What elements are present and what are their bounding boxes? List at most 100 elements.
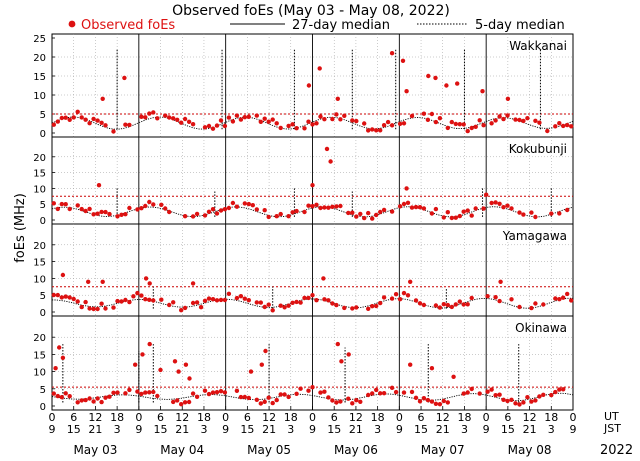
observed-point xyxy=(346,352,351,357)
observed-point xyxy=(497,298,502,304)
observed-point xyxy=(91,212,96,217)
observed-point xyxy=(274,214,279,219)
observed-point xyxy=(67,295,72,300)
day-label: May 07 xyxy=(421,443,465,457)
observed-point xyxy=(294,391,299,396)
observed-point xyxy=(350,401,355,406)
ut-tick-label: 12 xyxy=(523,411,537,424)
observed-point xyxy=(51,122,56,127)
observed-point xyxy=(429,366,435,371)
ut-tick-label: 18 xyxy=(544,411,558,424)
observed-point xyxy=(155,393,160,399)
observed-point xyxy=(322,205,327,210)
observed-point xyxy=(194,211,200,217)
observed-point xyxy=(53,366,58,371)
observed-point xyxy=(433,206,439,212)
observed-point xyxy=(262,208,267,213)
jst-tick-label: 3 xyxy=(548,423,555,436)
observed-point xyxy=(135,290,140,296)
observed-point xyxy=(63,391,68,396)
observed-point xyxy=(79,115,84,120)
observed-point xyxy=(158,367,163,373)
observed-point xyxy=(171,116,176,121)
observed-point xyxy=(71,296,76,302)
observed-point xyxy=(501,116,506,122)
observed-point xyxy=(389,209,395,214)
observed-point xyxy=(445,302,450,308)
observed-point xyxy=(238,394,244,400)
observed-point xyxy=(338,203,343,209)
observed-point xyxy=(408,279,413,284)
observed-point xyxy=(182,400,188,405)
observed-point xyxy=(553,389,558,395)
observed-point xyxy=(437,116,443,121)
legend-observed-label: Observed foEs xyxy=(81,18,175,33)
observed-point xyxy=(214,123,220,128)
observed-point xyxy=(86,279,91,284)
observed-point xyxy=(248,369,254,374)
observed-point xyxy=(290,300,295,305)
ut-tick-label: 0 xyxy=(570,411,577,424)
observed-point xyxy=(242,115,247,120)
observed-point xyxy=(222,207,228,212)
observed-point xyxy=(433,303,439,308)
observed-point xyxy=(286,303,291,308)
ut-tick-label: 0 xyxy=(309,411,316,424)
observed-point xyxy=(326,395,331,400)
observed-point xyxy=(63,202,68,207)
observed-point xyxy=(179,308,184,313)
observed-point xyxy=(537,120,542,125)
jst-tick-label: 9 xyxy=(222,423,229,436)
observed-point xyxy=(60,272,66,278)
observed-point xyxy=(339,359,344,364)
observed-point xyxy=(91,306,96,312)
observed-point xyxy=(75,400,80,405)
observed-point xyxy=(87,206,92,212)
jst-tick-label: 15 xyxy=(154,423,168,436)
ut-tick-label: 12 xyxy=(175,411,189,424)
observed-point xyxy=(127,205,132,211)
legend-27day-label: 27-day median xyxy=(292,18,390,33)
observed-point xyxy=(484,192,489,197)
observed-point xyxy=(59,295,64,300)
observed-point xyxy=(135,389,140,394)
jst-tick-label: 3 xyxy=(461,423,468,436)
observed-point xyxy=(306,203,311,208)
observed-point xyxy=(222,123,228,129)
observed-point xyxy=(310,385,315,390)
observed-point xyxy=(67,206,72,212)
legend: Observed foEs 27-day median 5-day median xyxy=(68,18,565,33)
observed-point xyxy=(453,121,458,127)
observed-point xyxy=(433,401,439,406)
observed-point xyxy=(270,117,275,122)
observed-point xyxy=(489,200,494,206)
jst-tick-label: 9 xyxy=(135,423,142,436)
observed-point xyxy=(119,299,124,304)
observed-point xyxy=(378,209,383,215)
observed-point xyxy=(115,214,120,219)
observed-point xyxy=(342,305,347,311)
observed-point xyxy=(549,211,554,216)
ut-tag: UT xyxy=(604,410,619,423)
observed-point xyxy=(163,206,168,211)
jst-tick-label: 21 xyxy=(349,423,363,436)
observed-point xyxy=(246,395,251,401)
observed-point xyxy=(381,391,387,396)
day-label: May 05 xyxy=(247,443,291,457)
y-tick-label: 0 xyxy=(40,402,46,413)
observed-point xyxy=(451,374,456,379)
observed-point xyxy=(133,362,138,367)
observed-point xyxy=(354,305,359,310)
ut-tick-label: 12 xyxy=(262,411,276,424)
observed-point xyxy=(103,395,108,400)
observed-point xyxy=(254,113,259,118)
observed-point xyxy=(565,207,570,213)
observed-point xyxy=(493,118,498,123)
observed-point xyxy=(226,205,232,211)
observed-point xyxy=(51,391,56,396)
ut-tick-label: 0 xyxy=(49,411,56,424)
observed-point xyxy=(497,392,502,397)
station-name: Kokubunji xyxy=(509,142,567,156)
observed-point xyxy=(362,215,367,221)
observed-point xyxy=(259,362,264,367)
